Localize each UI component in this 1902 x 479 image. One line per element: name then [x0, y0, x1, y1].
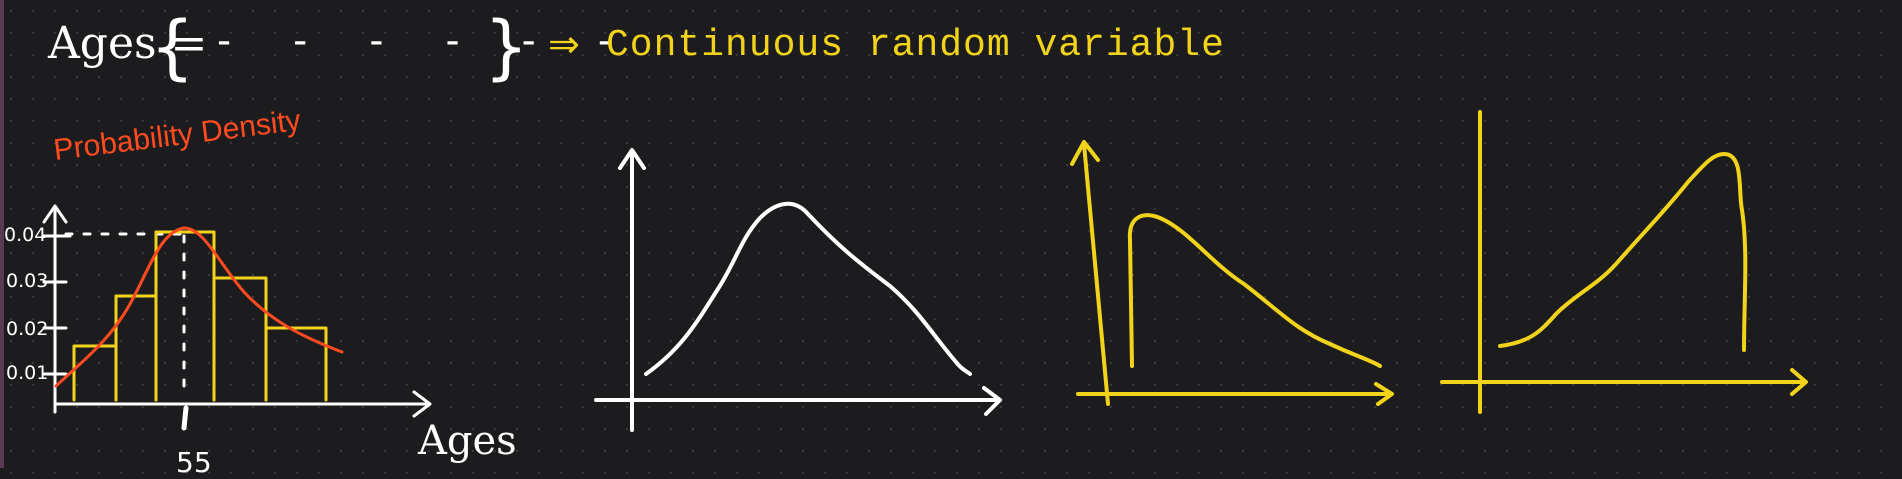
y-tick-label: 0.03	[6, 270, 49, 292]
set-placeholder-dashes: - - - - - -	[212, 18, 631, 64]
brace-close: }	[484, 6, 529, 88]
drawing-canvas	[42, 110, 1808, 432]
left-skewed-distribution-graph	[1440, 110, 1808, 414]
implies-arrow: ⇒	[548, 22, 580, 66]
y-tick-label: 0.02	[6, 318, 49, 340]
density-curve	[54, 226, 344, 388]
histogram-bars	[72, 230, 328, 402]
histogram-axes	[42, 204, 432, 418]
y-tick-label: 0.01	[6, 362, 49, 384]
continuous-random-variable-text: Continuous random variable	[606, 24, 1225, 67]
canvas-left-edge	[0, 0, 4, 468]
symmetric-distribution-graph	[594, 148, 1002, 432]
right-skewed-distribution-graph	[1070, 140, 1394, 406]
ages-label: Ages =	[48, 18, 208, 69]
brace-open: {	[150, 6, 195, 88]
y-tick-label: 0.04	[4, 224, 47, 246]
x-marker-tick	[181, 405, 189, 431]
x-axis-label-ages: Ages	[418, 418, 517, 464]
